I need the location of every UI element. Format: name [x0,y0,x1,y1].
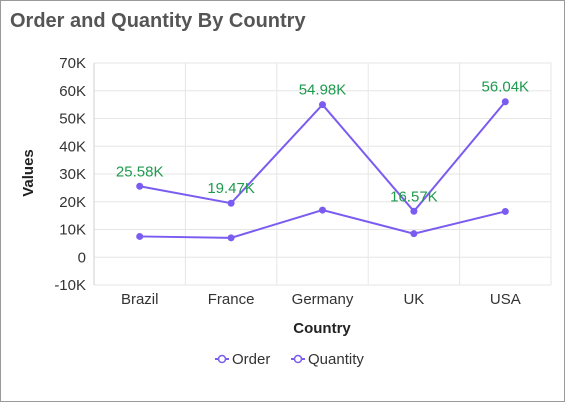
chart-title: Order and Quantity By Country [10,10,306,32]
y-tick-label: 10K [59,222,86,239]
data-label: 25.58K [116,163,164,180]
x-tick-label: Germany [292,291,354,308]
y-tick-label: -10K [54,277,86,294]
y-tick-label: 30K [59,166,86,183]
series-line-order [139,209,506,239]
x-tick-label: USA [490,291,521,308]
data-point-order [227,234,235,242]
legend-marker-icon [293,354,303,364]
data-label: 16.57K [390,188,438,205]
data-label: 54.98K [299,82,347,99]
x-tick-label: Brazil [121,291,159,308]
data-point-order [410,230,418,238]
data-point-order [136,232,144,240]
data-label: 56.04K [482,79,530,96]
data-point-quantity [501,98,509,106]
x-tick-label: UK [403,291,424,308]
legend-label: Quantity [308,351,364,368]
y-tick-label: 0 [78,249,86,266]
y-tick-label: 50K [59,111,86,128]
data-labels-layer: 25.58K 19.47K 54.98K 16.57K 56.04K [116,79,529,206]
legend-item-quantity: Quantity [291,351,364,368]
legend-item-order: Order [215,351,270,368]
y-axis: 70K 60K 50K 40K 30K 20K 10K 0 -10K [54,55,95,294]
y-tick-label: 40K [59,138,86,155]
series-layer [136,98,509,242]
legend-label: Order [232,351,270,368]
data-point-order [501,207,509,215]
data-label: 19.47K [207,180,255,197]
data-point-quantity [227,199,235,207]
data-point-quantity [319,101,326,109]
x-axis: Brazil France Germany UK USA [121,291,521,308]
legend: Order Quantity [215,351,364,368]
data-point-quantity [410,207,418,215]
y-axis-title: Values [20,149,37,197]
y-tick-label: 60K [59,83,86,100]
data-point-order [319,206,326,214]
x-axis-title: Country [293,320,351,337]
x-tick-label: France [208,291,255,308]
legend-marker-icon [217,354,227,364]
data-point-quantity [136,182,144,190]
y-tick-label: 20K [59,194,86,211]
y-tick-label: 70K [59,55,86,72]
